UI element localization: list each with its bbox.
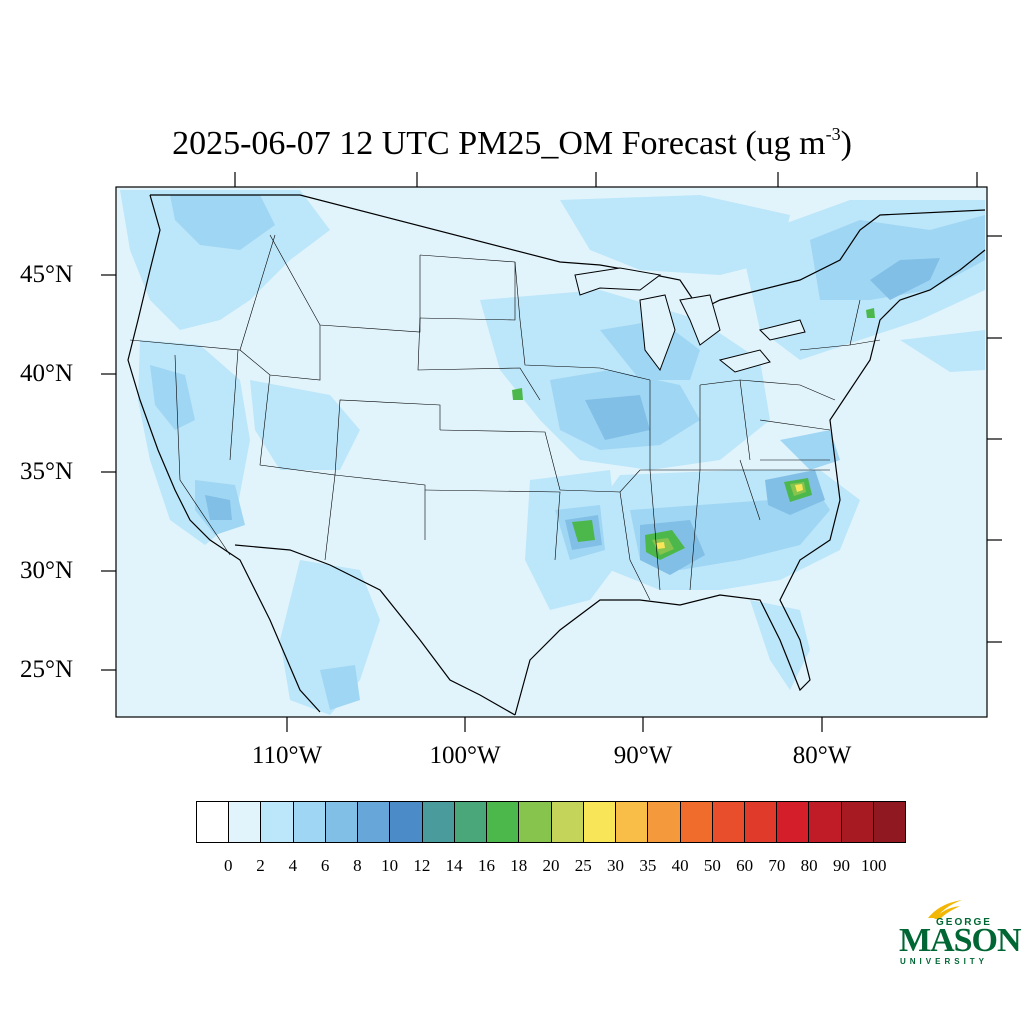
colorbar-cell (712, 802, 745, 842)
colorbar-cell (583, 802, 617, 842)
colorbar-cell (873, 802, 906, 842)
colorbar-label: 100 (860, 856, 887, 875)
lat-label-45: 45°N (20, 261, 74, 288)
colorbar-label: 0 (224, 856, 233, 875)
lon-label-110w: 110°W (251, 742, 323, 769)
colorbar-cell (519, 802, 552, 842)
colorbar-label: 50 (703, 856, 721, 875)
colorbar-cell (551, 802, 584, 842)
logo-flame-icon (928, 900, 962, 919)
lat-label-35: 35°N (20, 458, 74, 485)
colorbar-label: 2 (256, 856, 265, 875)
coastline (127, 194, 986, 716)
colorbar-cell (648, 802, 681, 842)
colorbar-label: 80 (800, 856, 818, 875)
colorbar-cell (454, 802, 488, 842)
title-text: 2025-06-07 12 UTC PM25_OM Forecast (ug m (172, 125, 826, 162)
colorbar-labels: 0 2 4 6 8 10 12 14 16 18 20 25 30 35 40 50 60 70 80 90 100 (0, 856, 1024, 878)
map-title: 2025-06-07 12 UTC PM25_OM Forecast (ug m… (0, 112, 1024, 166)
top-ticks (234, 172, 978, 187)
colorbar-label: 6 (320, 856, 330, 875)
colorbar-label: 10 (381, 856, 399, 875)
colorbar-label: 4 (288, 856, 298, 875)
great-lakes (574, 267, 806, 373)
colorbar-cell (293, 802, 326, 842)
colorbar-cell (616, 802, 649, 842)
colorbar-cell (744, 802, 778, 842)
colorbar-cell (777, 802, 810, 842)
colorbar-cell (197, 802, 230, 842)
colorbar-label: 20 (542, 856, 560, 875)
colorbar-label: 14 (445, 856, 463, 875)
colorbar-cell (358, 802, 391, 842)
colorbar-label: 18 (510, 856, 528, 875)
colorbar-cell (841, 802, 874, 842)
level-30-regions (656, 484, 803, 549)
title-close: ) (840, 125, 852, 162)
lat-label-40: 40°N (20, 360, 74, 387)
lat-label-30: 30°N (20, 557, 74, 584)
colorbar-label: 70 (768, 856, 786, 875)
logo-mason: MASON (899, 922, 1022, 959)
colorbar-cell (229, 802, 262, 842)
bottom-ticks (286, 717, 823, 732)
colorbar-cell (422, 802, 455, 842)
map-frame (115, 186, 988, 718)
colorbar-cell (680, 802, 713, 842)
lat-label-25: 25°N (20, 656, 74, 683)
lon-label-80w: 80°W (792, 742, 852, 769)
colorbar-label: 30 (607, 856, 625, 875)
colorbar-label: 8 (353, 856, 362, 875)
colorbar-label: 25 (574, 856, 592, 875)
concentration-field (120, 190, 986, 716)
lon-label-90w: 90°W (613, 742, 673, 769)
title-superscript: -3 (825, 124, 841, 144)
colorbar-label: 12 (413, 856, 431, 875)
colorbar-label: 35 (639, 856, 657, 875)
colorbar (196, 801, 906, 843)
colorbar-label: 60 (736, 856, 754, 875)
logo-george: GEORGE (936, 917, 992, 928)
left-ticks (101, 274, 116, 671)
colorbar-label: 90 (832, 856, 850, 875)
george-mason-logo: GEORGE MASON UNIVERSITY (896, 898, 1022, 970)
state-borders (129, 234, 881, 601)
right-ticks (987, 235, 1002, 643)
level-4-regions (120, 190, 985, 715)
colorbar-cell (809, 802, 842, 842)
colorbar-cell (487, 802, 520, 842)
lon-label-100w: 100°W (429, 742, 501, 769)
colorbar-cell (325, 802, 359, 842)
logo-university: UNIVERSITY (900, 957, 989, 966)
colorbar-label: 16 (477, 856, 495, 875)
colorbar-label: 40 (671, 856, 689, 875)
colorbar-cell (390, 802, 423, 842)
colorbar-cell (261, 802, 294, 842)
